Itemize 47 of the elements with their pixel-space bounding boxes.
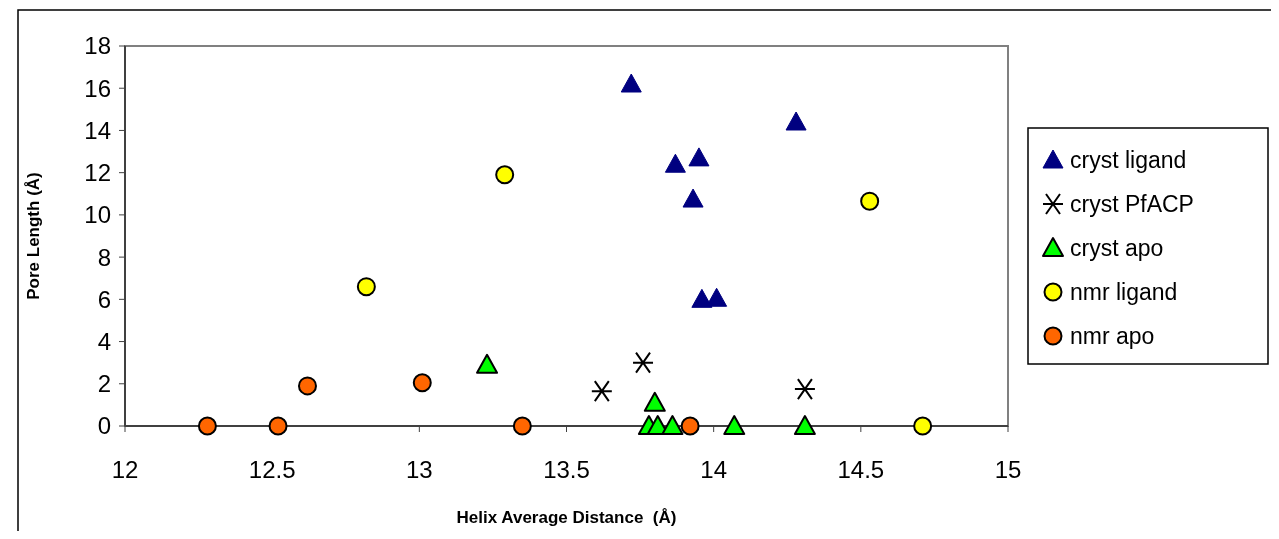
point <box>785 111 807 131</box>
point <box>913 416 933 436</box>
point <box>297 376 317 396</box>
point <box>723 415 746 435</box>
legend-label: nmr ligand <box>1070 279 1178 306</box>
legend-label: cryst PfACP <box>1070 191 1194 218</box>
point <box>412 373 432 393</box>
point <box>860 191 880 211</box>
y-tick-label: 18 <box>84 32 111 60</box>
x-axis-title: Helix Average Distance (Å) <box>456 508 677 527</box>
point <box>495 165 515 185</box>
x-tick-label: 14.5 <box>837 456 885 483</box>
point <box>793 415 816 435</box>
x-tick-label: 13 <box>405 456 433 483</box>
x-tick-label: 15 <box>994 456 1022 483</box>
y-tick-label: 0 <box>97 412 111 440</box>
point <box>632 351 655 374</box>
point <box>688 147 710 167</box>
point <box>197 416 217 436</box>
y-tick-label: 4 <box>97 327 111 355</box>
y-tick-label: 6 <box>97 285 111 313</box>
y-tick-label: 2 <box>97 370 111 398</box>
point <box>680 416 700 436</box>
point <box>620 73 642 93</box>
point <box>268 416 288 436</box>
legend-label: cryst ligand <box>1070 147 1187 174</box>
point <box>664 153 686 173</box>
x-tick-label: 14 <box>700 456 728 483</box>
y-tick-label: 12 <box>84 159 111 187</box>
point <box>512 416 532 436</box>
y-tick-label: 14 <box>84 116 111 144</box>
point <box>643 391 666 412</box>
legend-label: nmr apo <box>1070 323 1155 350</box>
y-tick-label: 8 <box>97 243 111 271</box>
point <box>682 188 704 208</box>
point <box>706 287 728 307</box>
point <box>661 415 684 435</box>
y-axis-title: Pore Length (Å) <box>24 172 43 300</box>
point <box>793 378 816 401</box>
point <box>590 380 613 403</box>
y-tick-label: 10 <box>84 201 111 229</box>
x-tick-label: 12.5 <box>248 456 296 483</box>
x-tick-label: 13.5 <box>543 456 590 483</box>
point <box>356 277 376 297</box>
legend-label: cryst apo <box>1070 235 1164 262</box>
point <box>476 353 499 374</box>
y-tick-label: 16 <box>84 74 111 102</box>
